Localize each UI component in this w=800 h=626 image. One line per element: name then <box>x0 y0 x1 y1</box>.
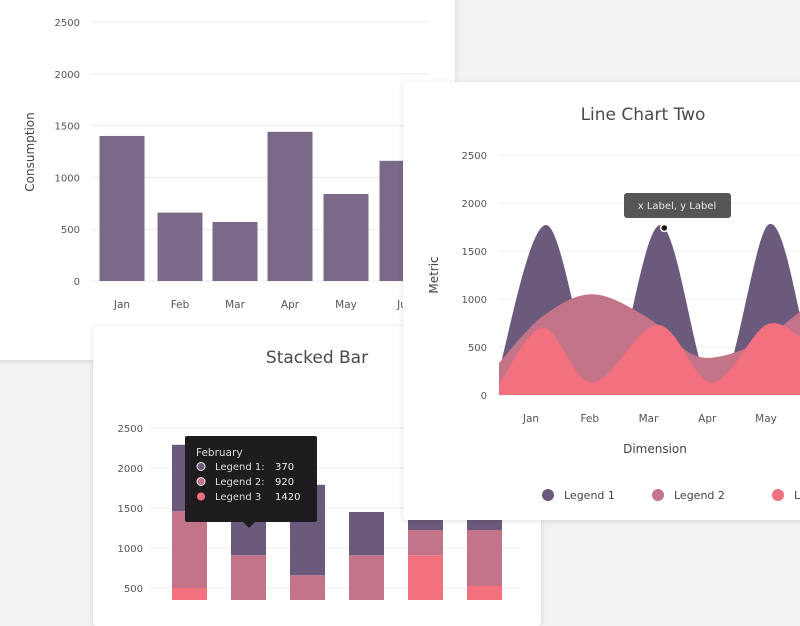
y-tick-label: 0 <box>74 277 80 288</box>
x-tick-label: Apr <box>281 299 300 311</box>
y-tick-label: 2000 <box>462 199 487 210</box>
y-tick-label: 1500 <box>118 504 143 515</box>
tooltip-row-label: Legend 3 <box>215 492 261 503</box>
legend-dot-icon <box>652 489 664 501</box>
x-tick-label: Ju <box>396 299 407 311</box>
legend-label[interactable]: Legend 2 <box>674 489 725 502</box>
y-tick-label: 2500 <box>118 424 143 435</box>
legend-dot-icon <box>197 492 205 501</box>
x-tick-label: Mar <box>639 413 659 425</box>
y-tick-label: 500 <box>61 225 80 236</box>
stacked-segment-legend-2[interactable] <box>467 530 502 586</box>
y-tick-label: 0 <box>481 391 487 402</box>
bar-chart-card: 0 500 1000 1500 2000 2500 Jan Feb Mar Apr May Ju C… <box>0 0 455 360</box>
y-tick-label: 2500 <box>55 18 80 29</box>
y-tick-label: 500 <box>124 584 143 595</box>
tooltip-box <box>185 436 317 522</box>
tooltip-row-value: 920 <box>275 477 294 488</box>
stacked-bar-chart: Stacked Bar 500 1000 1500 2000 2500 February… <box>118 348 520 600</box>
tooltip-row-value: 370 <box>275 462 294 473</box>
x-tick-label: Jan <box>522 413 539 425</box>
stacked-segment-legend-3[interactable] <box>408 555 443 600</box>
x-tick-label: May <box>755 413 777 425</box>
tooltip-arrow <box>243 522 255 528</box>
legend-label[interactable]: Legend 1 <box>564 489 615 502</box>
stacked-segment-legend-2[interactable] <box>172 511 207 588</box>
stacked-segment-legend-2[interactable] <box>349 555 384 600</box>
bar-feb[interactable] <box>157 212 203 281</box>
tooltip-row-label: Legend 1: <box>215 462 265 473</box>
y-axis-label: Consumption <box>23 112 37 191</box>
bar-chart: 0 500 1000 1500 2000 2500 Jan Feb Mar Apr May Ju C… <box>23 18 428 311</box>
stacked-segment-legend-1[interactable] <box>349 512 384 556</box>
tooltip-row-value: 1420 <box>275 492 300 503</box>
line-tooltip: x Label, y Label <box>624 193 731 233</box>
chart-title: Stacked Bar <box>266 348 368 368</box>
tooltip-box <box>624 193 731 218</box>
area-chart: Line Chart Two 0 500 1000 1500 2000 2500 Jan F… <box>427 105 800 502</box>
stacked-segment-legend-2[interactable] <box>408 530 443 556</box>
tooltip-title: February <box>196 447 243 459</box>
x-tick-label: May <box>335 299 357 311</box>
line-chart-card: Line Chart Two 0 500 1000 1500 2000 2500 Jan F… <box>403 82 800 520</box>
x-axis-label: Dimension <box>623 442 687 456</box>
x-tick-label: Apr <box>698 413 717 425</box>
stacked-segment-legend-3[interactable] <box>467 586 502 600</box>
y-tick-label: 2500 <box>462 151 487 162</box>
x-tick-label: Jan <box>113 299 130 311</box>
y-tick-label: 500 <box>468 343 487 354</box>
chart-title: Line Chart Two <box>581 105 706 125</box>
y-tick-label: 1000 <box>55 173 80 184</box>
area-legend-3[interactable] <box>499 323 800 395</box>
legend-dot-icon <box>196 477 206 486</box>
x-tick-label: Mar <box>225 299 245 311</box>
tooltip-row-label: Legend 2: <box>215 477 265 488</box>
bar-may[interactable] <box>323 193 369 281</box>
y-tick-label: 1500 <box>55 122 80 133</box>
stacked-tooltip: February Legend 1: 370 Legend 2: 920 Legend … <box>185 436 317 528</box>
y-tick-label: 1500 <box>462 247 487 258</box>
legend-label[interactable]: Legend 3 <box>794 489 800 502</box>
stacked-segment-legend-3[interactable] <box>172 588 207 600</box>
x-tick-label: Feb <box>580 413 599 425</box>
bar-apr[interactable] <box>267 131 313 281</box>
y-tick-label: 1000 <box>462 295 487 306</box>
tooltip-point[interactable] <box>660 223 669 233</box>
y-axis-label: Metric <box>427 256 441 293</box>
y-tick-label: 1000 <box>118 544 143 555</box>
tooltip-text: x Label, y Label <box>638 201 717 212</box>
y-tick-label: 2000 <box>55 70 80 81</box>
legend-dot-icon <box>196 462 206 471</box>
x-tick-label: Feb <box>171 299 190 311</box>
stacked-segment-legend-2[interactable] <box>290 575 325 600</box>
stacked-segment-legend-2[interactable] <box>231 555 266 600</box>
bar-mar[interactable] <box>212 221 258 281</box>
legend-dot-icon <box>542 489 554 501</box>
legend-dot-icon <box>772 489 784 501</box>
y-tick-label: 2000 <box>118 464 143 475</box>
bar-jan[interactable] <box>99 135 145 281</box>
